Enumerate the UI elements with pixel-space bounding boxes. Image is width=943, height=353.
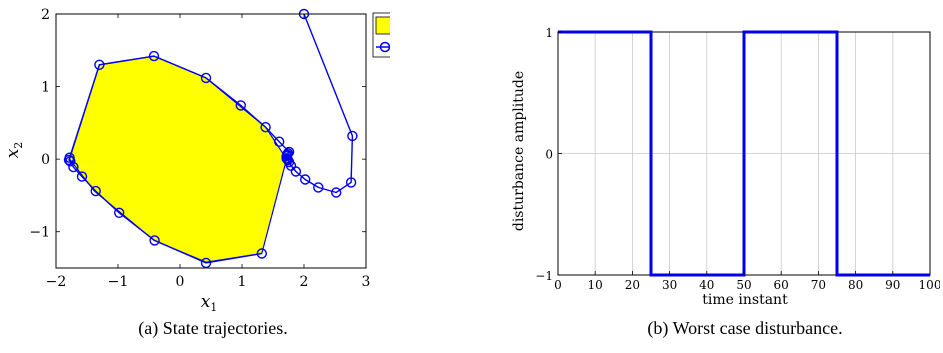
- disturbance-chart: 0 10 20 30 40 50 60 70 80 90 100 −101 time instant…: [511, 26, 940, 308]
- trajectory-point: [68, 161, 79, 173]
- legend: S1 x: [372, 12, 390, 58]
- trajectory-point: [331, 187, 342, 198]
- trajectory-point: [149, 235, 160, 246]
- trajectory-point: [200, 72, 212, 84]
- trajectory-point: [283, 146, 295, 158]
- trajectory-point: [200, 257, 212, 269]
- trajectory-point: [345, 177, 357, 188]
- y-tick-label: 1: [545, 26, 553, 40]
- x-tick-label: 100: [919, 278, 940, 292]
- x-tick-label: 3: [362, 274, 371, 290]
- trajectory-point: [260, 121, 271, 133]
- y-tick-label: −1: [29, 225, 50, 241]
- x-tick-label: −2: [46, 274, 67, 290]
- y-tick-label: −1: [535, 269, 553, 283]
- caption-b: (b) Worst case disturbance.: [647, 318, 843, 338]
- y-tick-label: 2: [41, 7, 50, 23]
- y-axis-label: disturbance amplitude: [511, 71, 527, 231]
- y-axis-ticks: −1 0 1 2: [29, 7, 366, 241]
- x-tick-label: 80: [848, 278, 863, 292]
- y-tick-label: 0: [41, 152, 50, 168]
- x-tick-label: 0: [176, 274, 185, 290]
- caption-a: (a) State trajectories.: [138, 318, 288, 338]
- x-axis-label: time instant: [702, 292, 788, 308]
- x-axis-ticks: 0 10 20 30 40 50 60 70 80 90 100: [554, 271, 940, 292]
- legend-marker-x: [379, 41, 390, 53]
- y-tick-label: 1: [41, 80, 50, 96]
- state-trajectory-chart: −2 −1 0 1 2 3 −1 0 1 2 x1 x2 S1 x: [3, 7, 390, 314]
- x-tick-label: 40: [699, 278, 714, 292]
- trajectory-point: [256, 248, 267, 259]
- trajectory-point: [300, 174, 311, 185]
- x-tick-label: 2: [300, 274, 309, 290]
- x-tick-label: 0: [554, 278, 562, 292]
- y-axis-ticks: −1 0 1: [535, 26, 562, 283]
- trajectory-point: [90, 185, 101, 197]
- trajectory-point: [94, 59, 105, 71]
- x-axis-ticks: −2 −1 0 1 2 3: [46, 14, 371, 290]
- trajectory-point: [76, 171, 88, 182]
- y-tick-label: 0: [545, 148, 553, 162]
- trajectory-point: [347, 130, 358, 142]
- invariant-set-polygon: [68, 55, 288, 263]
- x-axis-label: x1: [201, 292, 218, 314]
- trajectory-point: [148, 50, 160, 62]
- x-tick-label: −1: [108, 274, 129, 290]
- x-tick-label: 90: [885, 278, 900, 292]
- trajectory-point: [65, 156, 76, 167]
- trajectory-point: [274, 136, 285, 147]
- x-tick-label: 70: [811, 278, 826, 292]
- trajectory-point: [313, 182, 324, 193]
- trajectory-point: [282, 148, 294, 159]
- x-tick-label: 20: [625, 278, 640, 292]
- legend-swatch-set: [375, 16, 390, 35]
- y-axis-label: x2: [3, 142, 25, 159]
- trajectory-line: [68, 13, 354, 264]
- x-tick-label: 10: [588, 278, 603, 292]
- x-axis-label-subscript: 1: [210, 301, 217, 314]
- x-tick-label: 50: [736, 278, 751, 292]
- state-plot-area: [55, 8, 367, 269]
- x-tick-label: 30: [662, 278, 677, 292]
- x-tick-label: 1: [238, 274, 247, 290]
- y-axis-label-subscript: 2: [12, 142, 25, 149]
- x-tick-label: 60: [774, 278, 789, 292]
- trajectory-point: [113, 207, 125, 219]
- disturbance-signal-line: [558, 30, 930, 277]
- plot-frame: [55, 13, 367, 269]
- trajectory-point: [235, 100, 247, 111]
